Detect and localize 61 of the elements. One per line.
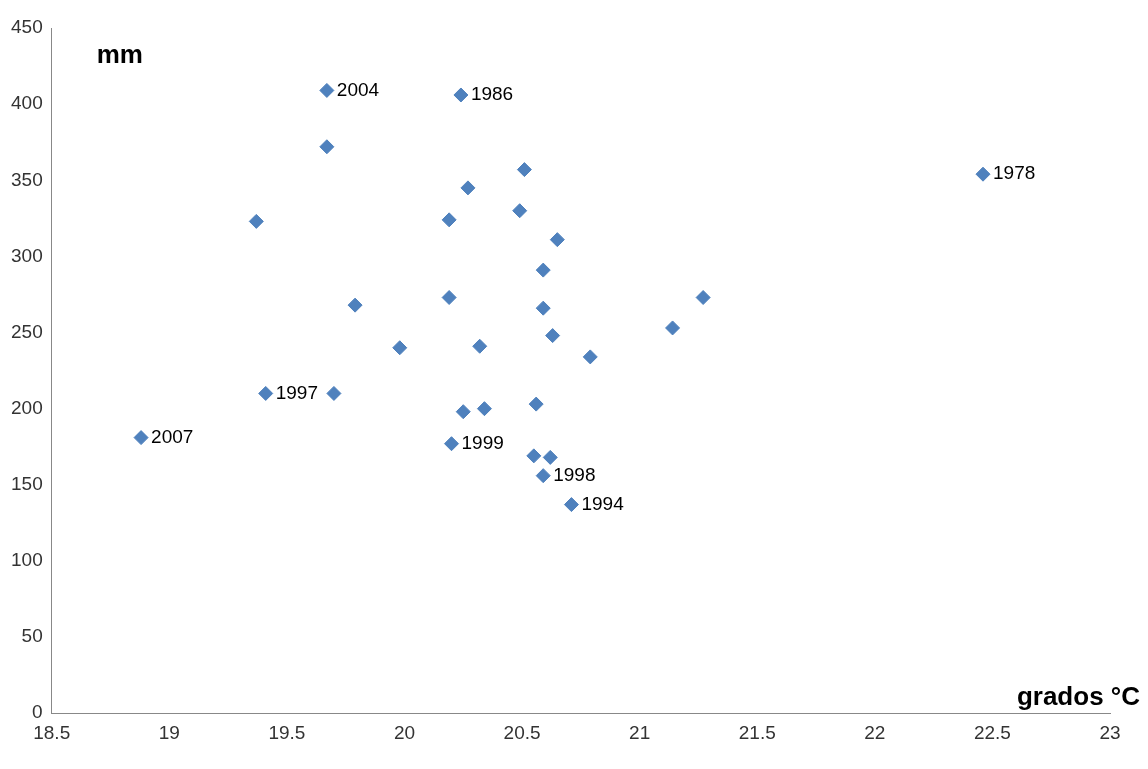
point	[665, 320, 681, 336]
x-axis-title: grados °C	[1016, 681, 1141, 712]
y-tick-label: 0	[32, 701, 43, 723]
point	[695, 290, 711, 306]
point	[441, 212, 457, 228]
y-tick-label: 250	[11, 320, 43, 342]
y-axis-title: mm	[96, 39, 143, 70]
y-tick-label: 400	[11, 92, 43, 114]
point	[453, 87, 469, 103]
x-tick-label: 20	[393, 721, 416, 743]
point	[460, 180, 476, 196]
annotation: 1978	[993, 162, 1036, 184]
point	[512, 203, 528, 219]
point	[582, 349, 598, 365]
x-tick-label: 21.5	[738, 721, 776, 743]
point	[258, 385, 274, 401]
x-tick-label: 18.5	[33, 721, 71, 743]
point	[563, 497, 579, 513]
point	[526, 448, 542, 464]
annotation: 1986	[470, 83, 514, 105]
point	[545, 328, 561, 344]
x-tick-label: 23	[1099, 721, 1121, 743]
annotation: 1998	[553, 463, 596, 485]
annotation: 2004	[336, 78, 380, 100]
point	[455, 404, 471, 420]
point	[248, 213, 264, 229]
x-tick-label: 19	[158, 721, 180, 743]
x-tick-label: 22.5	[973, 721, 1011, 743]
annotation: 1994	[581, 492, 625, 514]
x-tick-label: 19.5	[268, 721, 306, 743]
x-tick-label: 21	[629, 721, 651, 743]
point	[319, 82, 335, 98]
y-tick-label: 450	[11, 16, 43, 38]
point	[542, 449, 558, 465]
x-tick-label: 20.5	[503, 721, 541, 743]
y-tick-label: 100	[11, 549, 43, 571]
y-tick-label: 300	[11, 244, 43, 266]
annotation: 1997	[275, 381, 318, 403]
point	[133, 430, 149, 446]
point	[516, 162, 532, 178]
point	[975, 166, 991, 182]
point	[326, 385, 342, 401]
point	[319, 139, 335, 155]
point	[535, 262, 551, 278]
annotation: 1999	[461, 431, 504, 453]
x-tick-label: 22	[864, 721, 886, 743]
y-tick-label: 50	[21, 625, 43, 647]
y-tick-label: 200	[11, 396, 43, 418]
point	[441, 290, 457, 306]
point	[476, 401, 492, 417]
point	[392, 340, 408, 356]
point	[347, 297, 363, 313]
point	[549, 232, 565, 248]
point	[535, 300, 551, 316]
point	[535, 468, 551, 484]
point	[472, 338, 488, 354]
point	[444, 436, 459, 452]
annotation: 2007	[151, 425, 194, 447]
y-tick-label: 350	[11, 168, 43, 190]
y-tick-label: 150	[11, 473, 43, 495]
point	[528, 396, 544, 412]
